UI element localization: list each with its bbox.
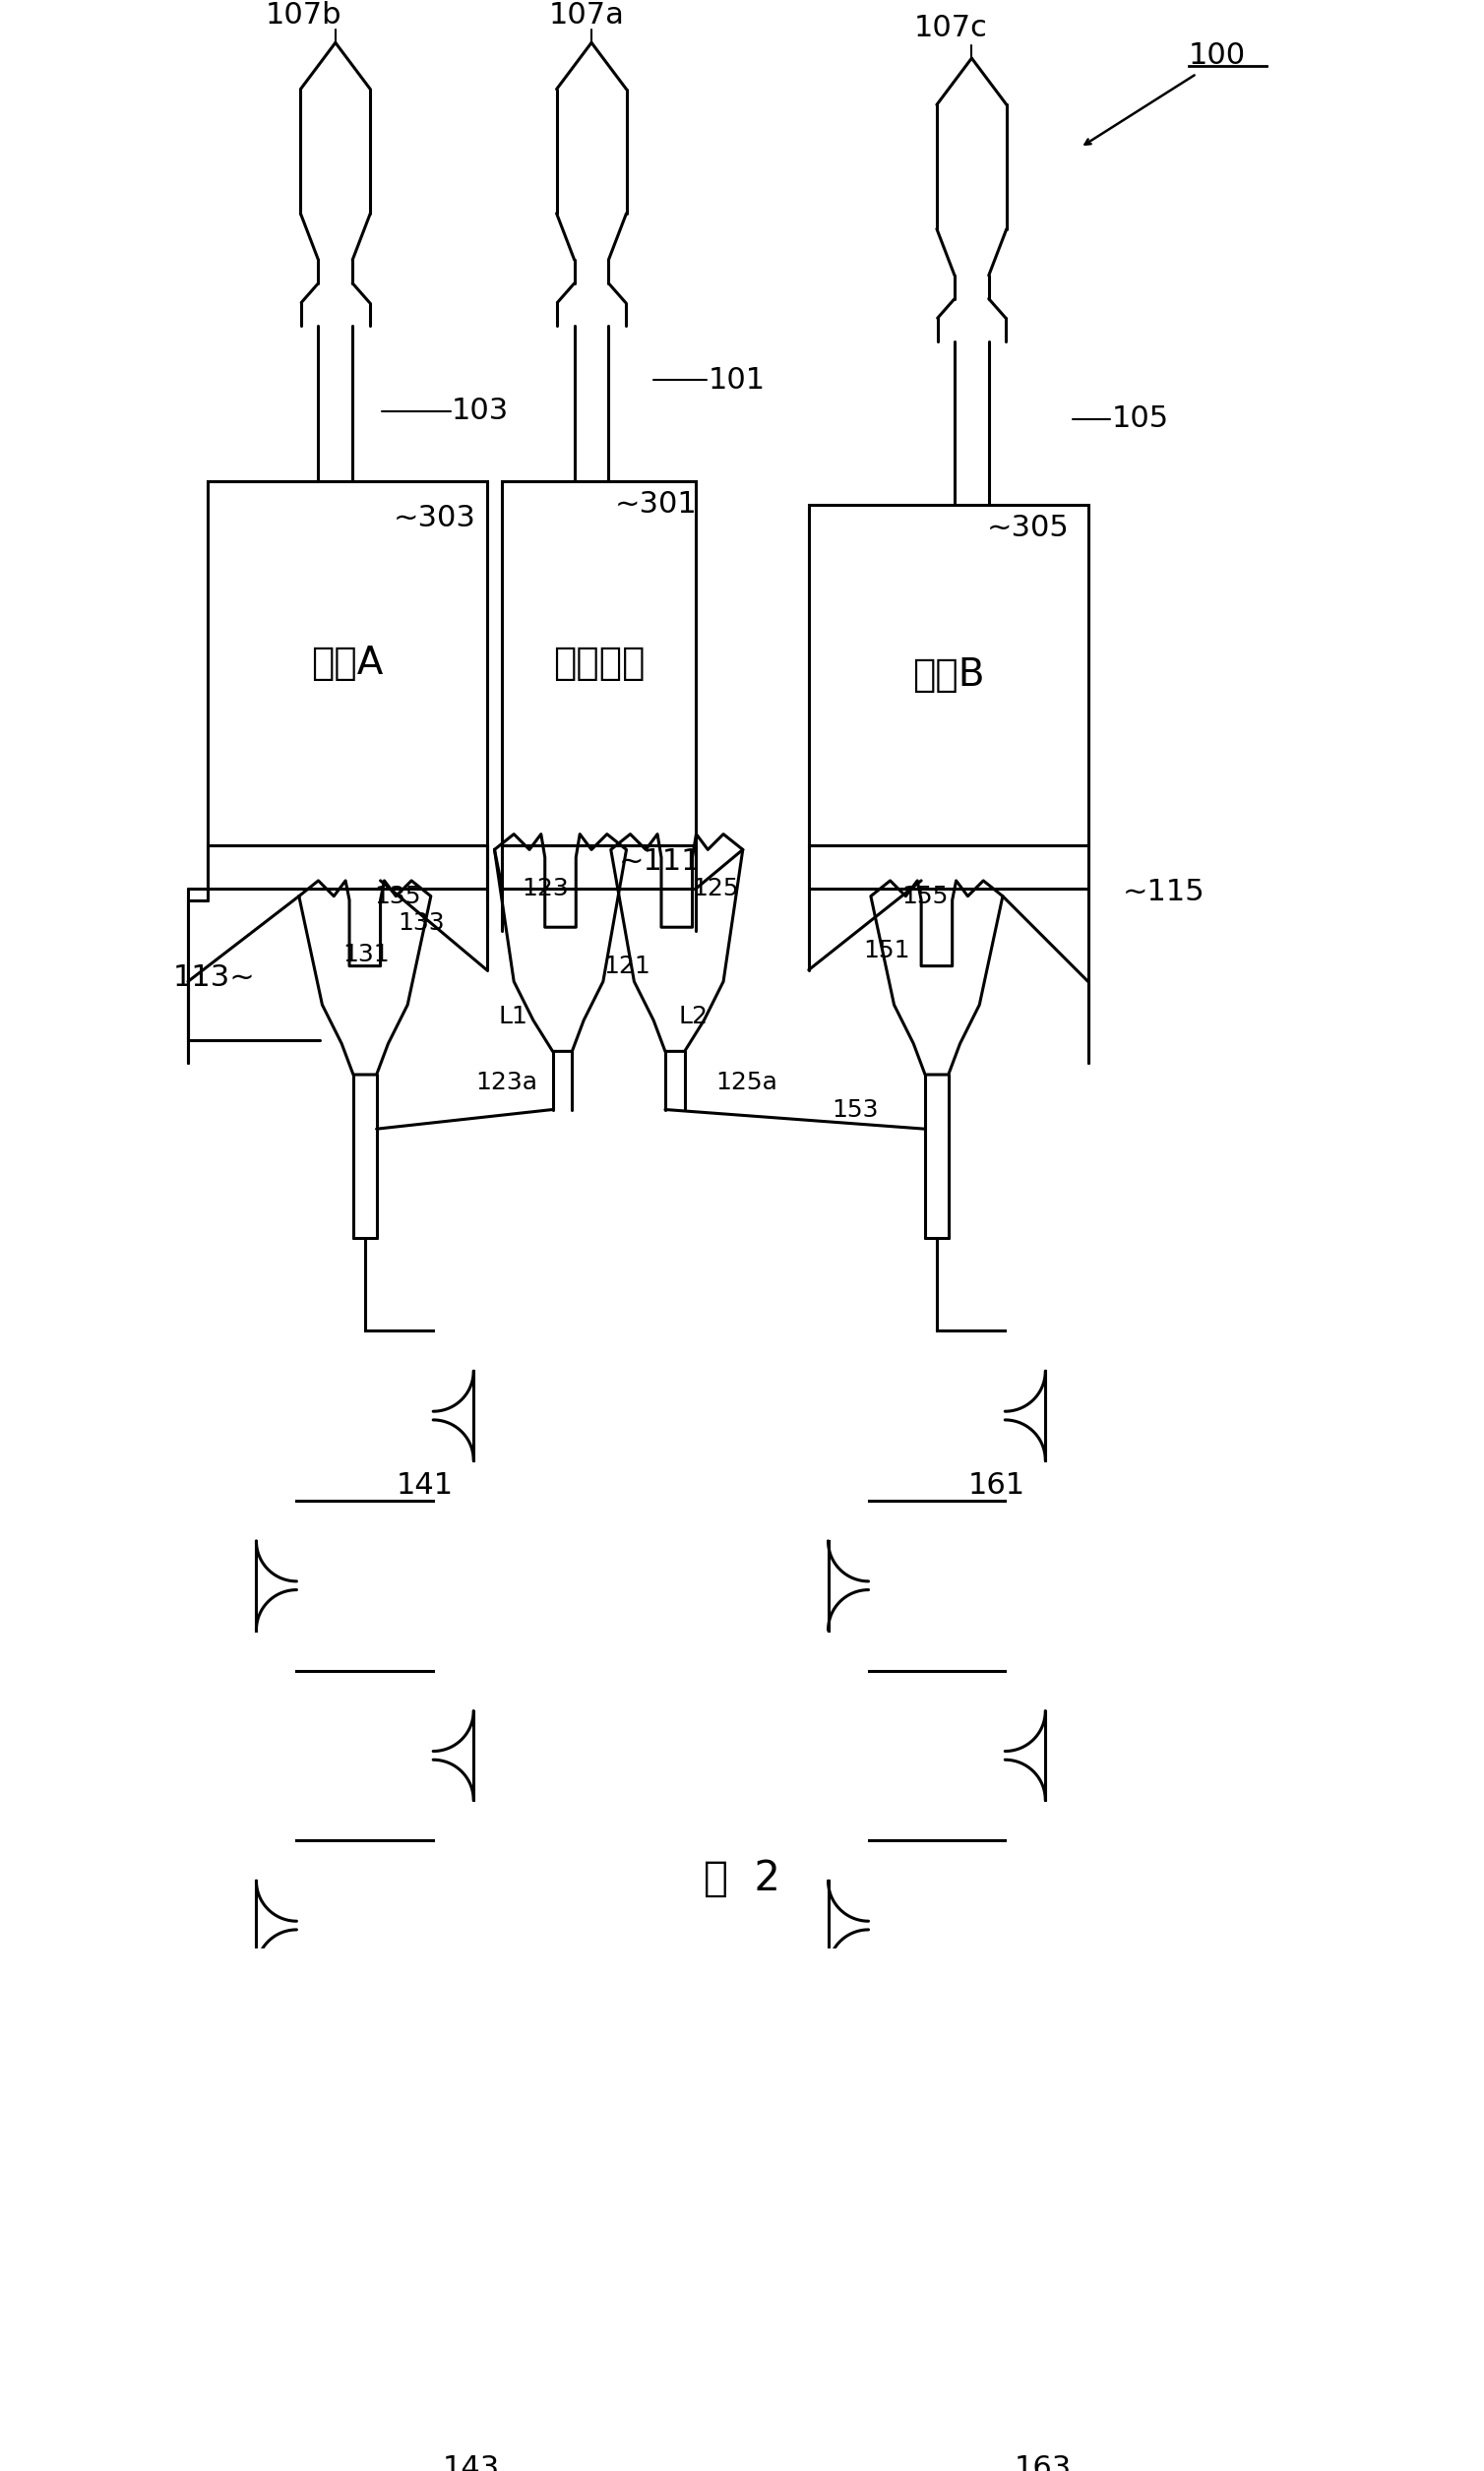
Text: 125a: 125a bbox=[715, 1070, 778, 1095]
Text: 141: 141 bbox=[396, 1473, 453, 1500]
Text: 133: 133 bbox=[398, 912, 444, 934]
Text: ~305: ~305 bbox=[987, 514, 1070, 541]
Text: 123: 123 bbox=[522, 877, 568, 899]
Text: 试剂A: 试剂A bbox=[312, 645, 383, 682]
Text: 151: 151 bbox=[864, 939, 910, 961]
Text: 107c: 107c bbox=[914, 15, 987, 42]
Text: 135: 135 bbox=[374, 885, 421, 907]
Text: 被检测体: 被检测体 bbox=[554, 645, 646, 682]
Text: 107b: 107b bbox=[266, 0, 341, 30]
Circle shape bbox=[264, 2345, 466, 2471]
Text: 113~: 113~ bbox=[172, 964, 255, 991]
Text: 试剂B: 试剂B bbox=[913, 657, 984, 694]
Text: 155: 155 bbox=[902, 885, 948, 907]
Text: 105: 105 bbox=[1112, 405, 1168, 432]
Bar bbox=[502, 482, 696, 845]
Text: L1: L1 bbox=[499, 1006, 528, 1028]
Text: ~115: ~115 bbox=[1123, 877, 1205, 907]
Text: ~301: ~301 bbox=[614, 489, 697, 519]
Text: 121: 121 bbox=[603, 954, 650, 979]
Text: 107a: 107a bbox=[549, 0, 625, 30]
Bar bbox=[208, 482, 487, 845]
Text: ~111: ~111 bbox=[619, 848, 700, 875]
Text: 103: 103 bbox=[451, 398, 509, 425]
Text: 101: 101 bbox=[708, 366, 766, 395]
Bar bbox=[809, 504, 1088, 845]
Text: 161: 161 bbox=[968, 1473, 1025, 1500]
Text: 131: 131 bbox=[343, 941, 390, 966]
Text: 图  2: 图 2 bbox=[703, 1858, 781, 1900]
Text: 100: 100 bbox=[1189, 42, 1247, 69]
Text: 143: 143 bbox=[442, 2454, 500, 2471]
Text: 163: 163 bbox=[1015, 2454, 1071, 2471]
Circle shape bbox=[835, 2345, 1037, 2471]
Text: 153: 153 bbox=[833, 1097, 879, 1122]
Text: 125: 125 bbox=[693, 877, 739, 899]
Text: 123a: 123a bbox=[475, 1070, 537, 1095]
Text: ~303: ~303 bbox=[393, 504, 476, 534]
Text: L2: L2 bbox=[678, 1006, 708, 1028]
